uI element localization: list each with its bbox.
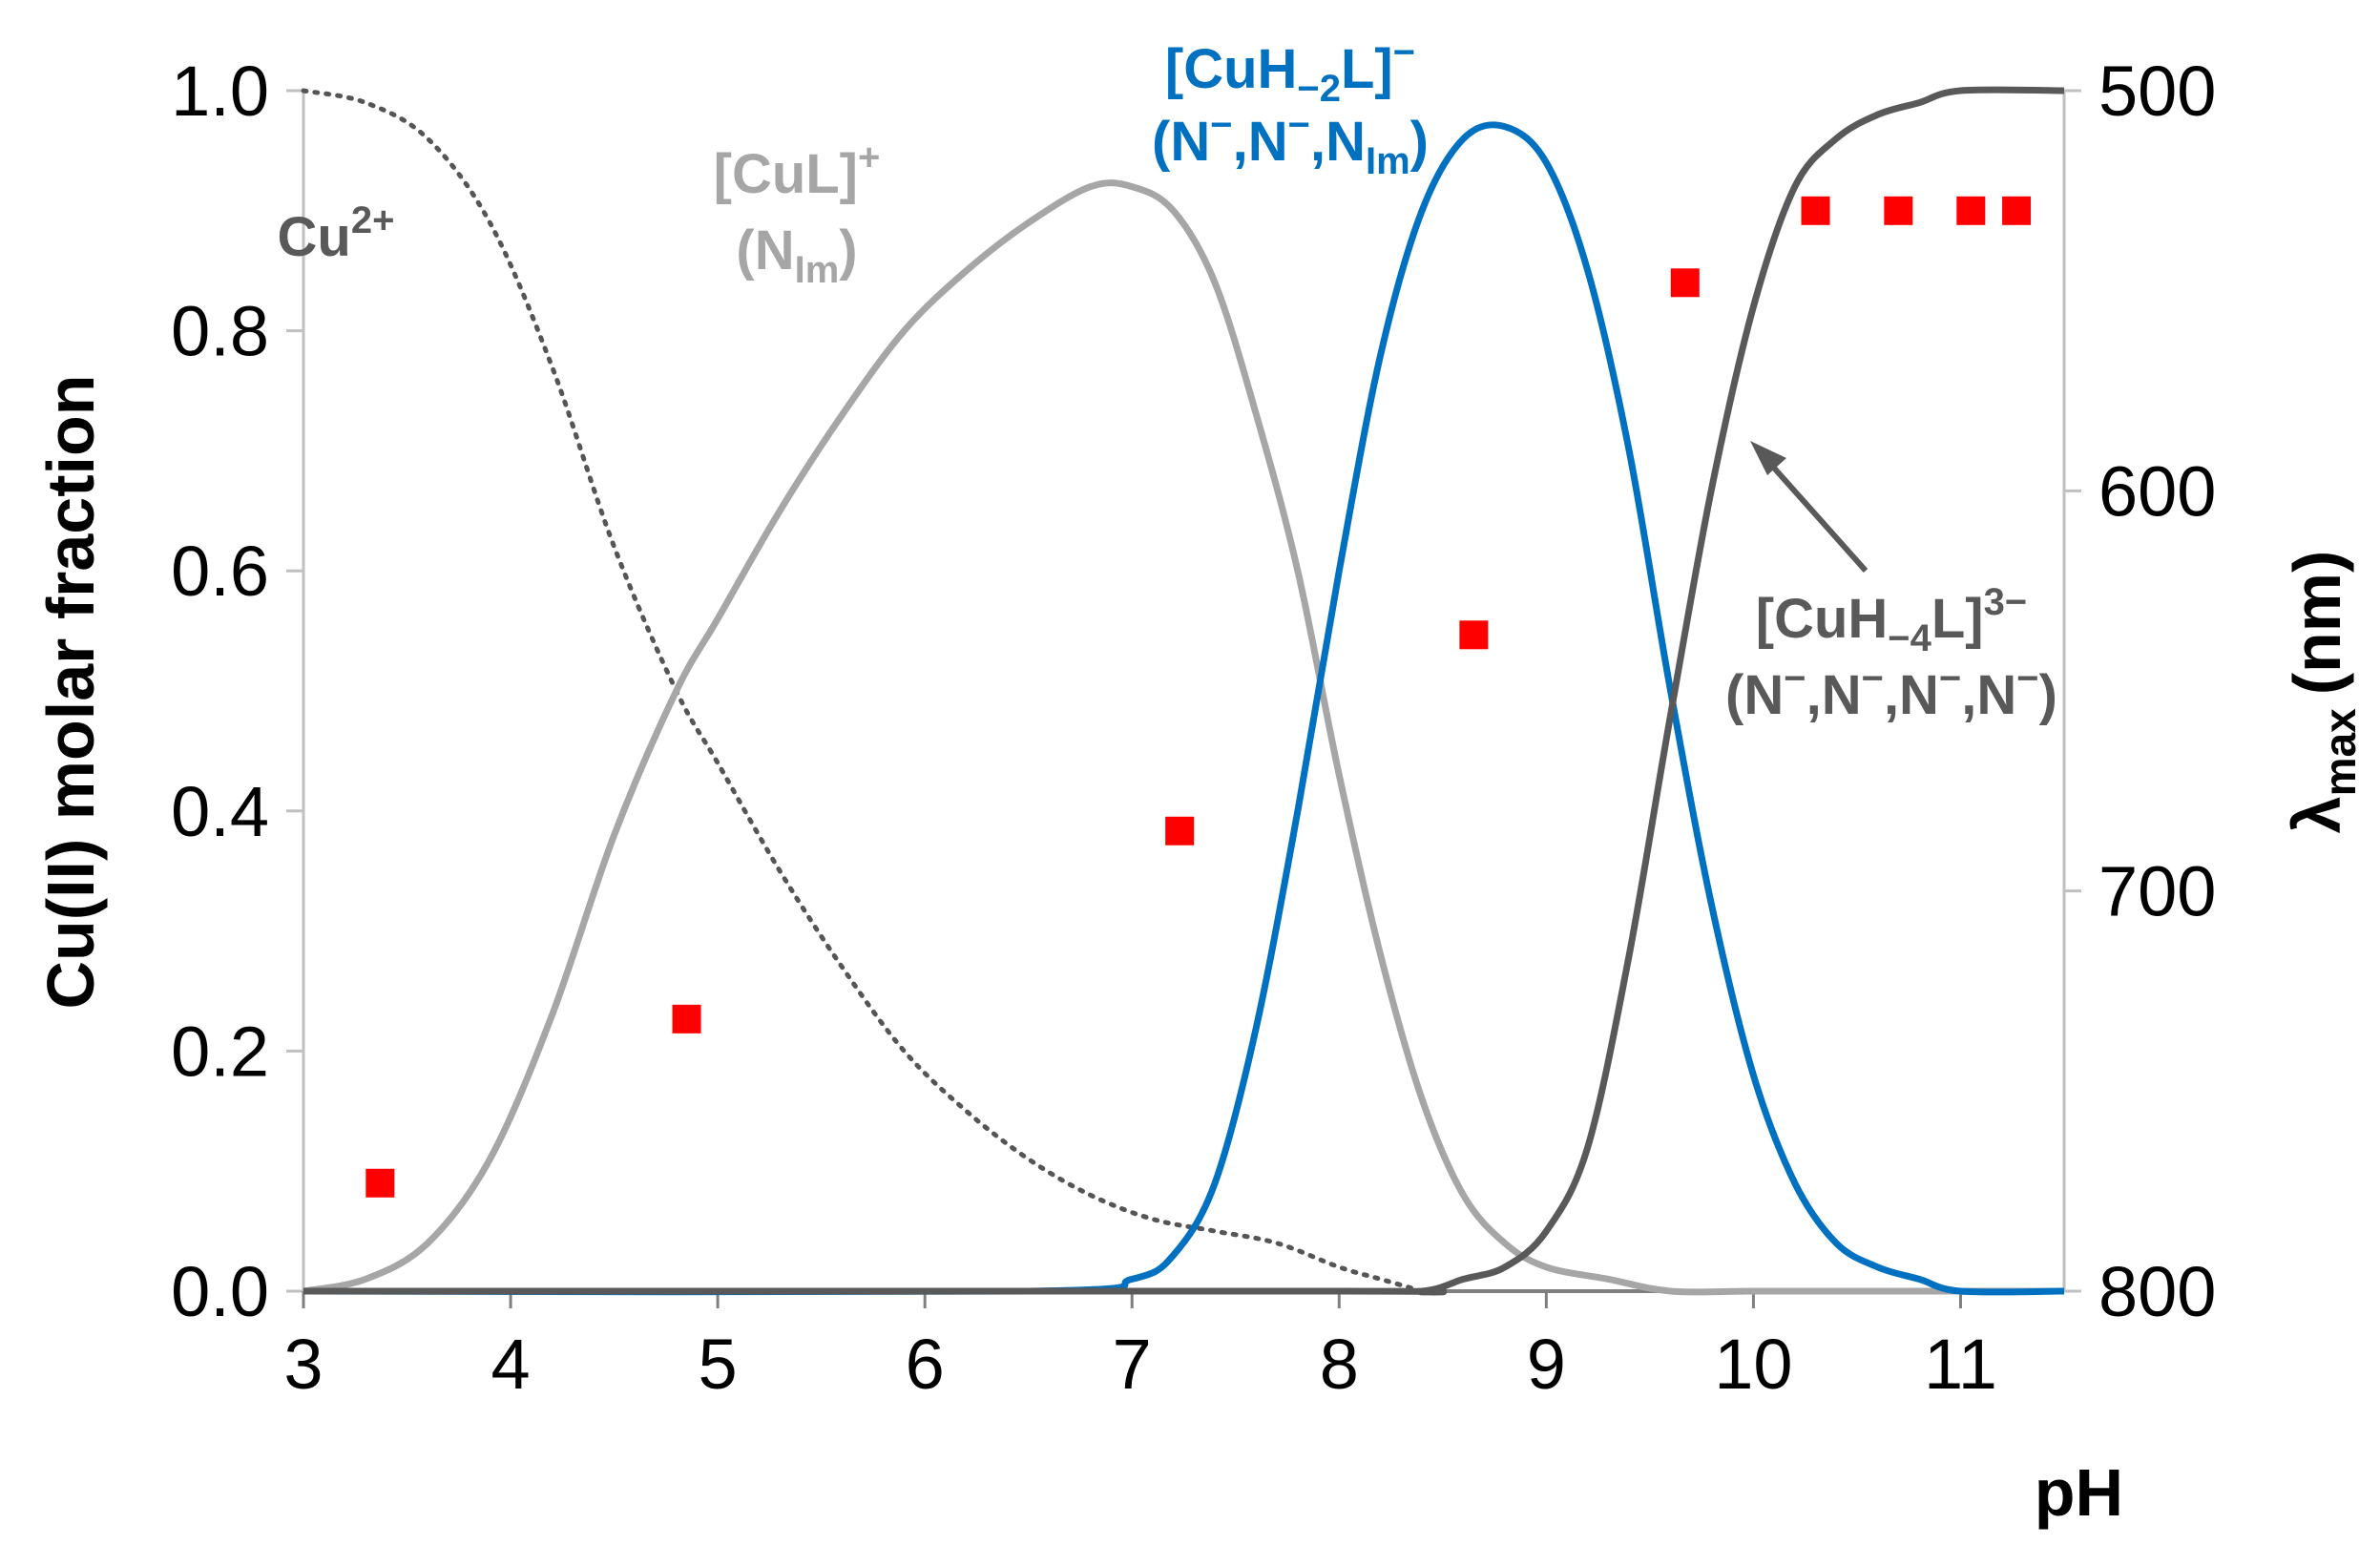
y2-tick-label: 700 xyxy=(2098,852,2216,931)
label-text: (N xyxy=(1152,111,1210,173)
label-text: ,N xyxy=(1884,664,1939,726)
label-text: ,N xyxy=(1806,664,1862,726)
lambda-max-point xyxy=(1670,268,1700,298)
label-text: Cu xyxy=(278,206,351,268)
y2-axis-title-unit: (nm) xyxy=(2280,551,2354,696)
label-superscript: − xyxy=(1393,31,1415,73)
y-tick-label: 0.8 xyxy=(171,292,269,371)
lambda-max-points xyxy=(365,196,2032,1198)
x-tick-label: 8 xyxy=(1320,1325,1359,1404)
label-text: ,N xyxy=(1310,111,1366,173)
series-group xyxy=(301,86,2065,1296)
x-tick-label: 9 xyxy=(1527,1325,1566,1404)
label-cuh-4l-line-2: (N−,N−,N−,N−) xyxy=(1725,658,2057,726)
y2-axis-title: λmax (nm) xyxy=(2280,551,2365,834)
label-text: ) xyxy=(1410,111,1429,173)
y2-tick-label: 500 xyxy=(2098,52,2216,131)
y2-axis-title-main: λ xyxy=(2280,796,2354,833)
label-superscript: 2+ xyxy=(351,199,395,241)
y2-tick-label: 800 xyxy=(2098,1252,2216,1331)
y-axis-title: Cu(II) molar fraction xyxy=(33,374,108,1009)
x-tick-label: 4 xyxy=(491,1325,530,1404)
y2-tick-label: 600 xyxy=(2098,451,2216,531)
lambda-max-point xyxy=(672,1004,701,1034)
label-cuh-2l-line-1: [CuH−2L]− xyxy=(1165,31,1415,110)
label-text: ) xyxy=(2039,664,2057,726)
label-subscript: Im xyxy=(795,249,840,291)
label-text: ) xyxy=(839,219,857,282)
label-cu2plus-line-1: Cu2+ xyxy=(278,199,395,268)
label-subscript: −2 xyxy=(1297,68,1341,110)
label-superscript: + xyxy=(858,136,880,178)
x-tick-label: 7 xyxy=(1113,1325,1152,1404)
lambda-max-point xyxy=(2002,196,2032,225)
tick-labels: 0.0 0.2 0.4 0.6 0.8 1.0 800 700 600 500 3 4 5 6 7 8 9 10 1… xyxy=(33,52,2365,1530)
y-tick-label: 1.0 xyxy=(171,52,269,131)
label-text: (N xyxy=(1725,664,1784,726)
label-text: [CuH xyxy=(1756,588,1889,650)
annotation-arrow-shaft xyxy=(1761,454,1869,573)
series-cuh-4l-line xyxy=(303,86,2065,1296)
label-cul-line-2: (NIm) xyxy=(736,219,857,291)
label-superscript: 3− xyxy=(1984,581,2028,623)
x-tick-label: 5 xyxy=(699,1325,738,1404)
label-cuh-2l-line-2: (N−,N−,NIm) xyxy=(1152,104,1429,182)
label-text: (N xyxy=(736,219,794,282)
label-text: ,N xyxy=(1961,664,2016,726)
lambda-max-point xyxy=(1884,196,1913,225)
lambda-max-point xyxy=(365,1168,395,1198)
series-cul-line xyxy=(303,179,2065,1296)
lambda-max-point xyxy=(1459,620,1489,650)
annotation-arrow-head xyxy=(1750,441,1786,475)
label-text: L] xyxy=(1341,38,1393,100)
lambda-max-point xyxy=(1165,816,1195,846)
label-text: ,N xyxy=(1233,111,1288,173)
y2-axis-title-sub: max xyxy=(2315,708,2365,796)
y-tick-label: 0.4 xyxy=(171,772,269,851)
x-tick-label: 3 xyxy=(283,1325,323,1404)
label-text: [CuL] xyxy=(714,143,858,205)
series-cu2plus-line xyxy=(301,88,1425,1294)
label-cuh-4l-line-1: [CuH−4L]3− xyxy=(1756,581,2027,659)
label-text: [CuH xyxy=(1165,38,1298,100)
label-subscript: −4 xyxy=(1888,617,1931,659)
x-tick-label: 6 xyxy=(906,1325,945,1404)
lambda-max-point xyxy=(1956,196,1986,225)
label-superscript: − xyxy=(1862,658,1884,699)
x-axis-title: pH xyxy=(2035,1455,2123,1530)
label-cul-line-1: [CuL]+ xyxy=(714,136,881,205)
annotations: Cu2+[CuL]+(NIm)[CuH−2L]−(N−,N−,NIm)[CuH−… xyxy=(278,31,2057,726)
y-tick-label: 0.0 xyxy=(171,1252,269,1331)
y-tick-label: 0.2 xyxy=(171,1012,269,1091)
label-subscript: Im xyxy=(1366,140,1410,182)
label-superscript: − xyxy=(1210,104,1232,146)
x-tick-label: 10 xyxy=(1714,1325,1792,1404)
label-superscript: − xyxy=(1939,658,1961,699)
label-superscript: − xyxy=(1288,104,1310,146)
label-text: L] xyxy=(1931,588,1984,650)
x-tick-label: 11 xyxy=(1924,1325,1997,1404)
lambda-max-point xyxy=(1801,196,1830,225)
series-cuh-2l-line xyxy=(303,121,2065,1296)
label-superscript: − xyxy=(2016,658,2038,699)
y-tick-label: 0.6 xyxy=(171,532,269,611)
label-superscript: − xyxy=(1784,658,1806,699)
